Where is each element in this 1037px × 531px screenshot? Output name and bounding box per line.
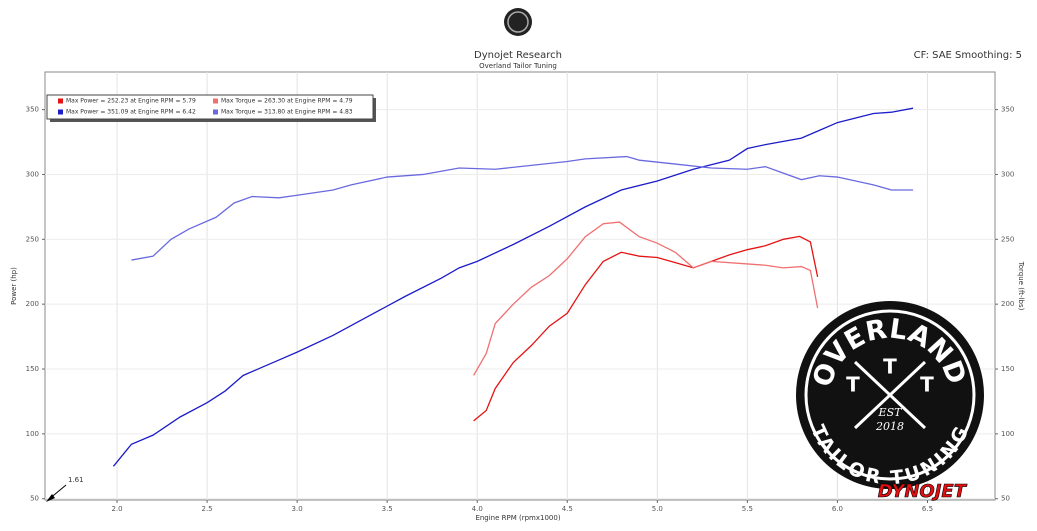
y2-tick-label: 200 bbox=[1001, 300, 1014, 308]
legend-swatch bbox=[58, 109, 63, 115]
y2-tick-label: 150 bbox=[1001, 365, 1014, 373]
x-tick-label: 3.0 bbox=[292, 505, 303, 513]
series-line bbox=[112, 107, 914, 467]
x-tick-label: 4.5 bbox=[562, 505, 573, 513]
legend-swatch bbox=[58, 98, 63, 104]
badge-year: 2018 bbox=[875, 420, 904, 433]
x-tick-label: 5.0 bbox=[652, 505, 663, 513]
series-line bbox=[473, 235, 819, 422]
x-axis-label: Engine RPM (rpmx1000) bbox=[475, 514, 560, 522]
y2-tick-label: 100 bbox=[1001, 430, 1014, 438]
x-tick-label: 3.5 bbox=[382, 505, 393, 513]
y-tick-label: 50 bbox=[30, 495, 39, 503]
y2-axis-label: Torque (ft-lbs) bbox=[1017, 261, 1025, 311]
series-line bbox=[131, 155, 914, 261]
x-tick-label: 5.5 bbox=[742, 505, 753, 513]
legend-entry: Max Torque = 313.80 at Engine RPM = 4.83 bbox=[221, 109, 353, 116]
y2-tick-label: 250 bbox=[1001, 235, 1014, 243]
legend-swatch bbox=[213, 109, 218, 115]
x-tick-label: 2.5 bbox=[202, 505, 213, 513]
y-tick-label: 100 bbox=[26, 430, 39, 438]
legend-entry: Max Torque = 263.30 at Engine RPM = 4.79 bbox=[221, 98, 353, 105]
x-tick-label: 4.0 bbox=[472, 505, 483, 513]
badge-letter: T bbox=[920, 373, 934, 397]
corner-note: CF: SAE Smoothing: 5 bbox=[914, 50, 1022, 61]
y-tick-label: 200 bbox=[26, 300, 39, 308]
badge-est: EST bbox=[878, 406, 904, 419]
x-tick-label: 6.5 bbox=[922, 505, 933, 513]
y-tick-label: 150 bbox=[26, 365, 39, 373]
chart-subtitle: Overland Tailor Tuning bbox=[479, 62, 557, 70]
legend: Max Power = 252.23 at Engine RPM = 5.79 M… bbox=[46, 94, 376, 122]
y-tick-label: 350 bbox=[26, 106, 39, 114]
legend-entry: Max Power = 252.23 at Engine RPM = 5.79 bbox=[66, 98, 196, 105]
y-tick-label: 250 bbox=[26, 235, 39, 243]
chart-title: Dynojet Research bbox=[474, 50, 562, 61]
legend-entry: Max Power = 351.09 at Engine RPM = 6.42 bbox=[66, 109, 196, 116]
y-tick-label: 300 bbox=[26, 170, 39, 178]
x-tick-label: 2.0 bbox=[111, 505, 122, 513]
badge: OVERLAND TAILOR TUNING T T T EST 2018 bbox=[796, 301, 984, 489]
start-label: 1.61 bbox=[68, 476, 84, 484]
top-emblem bbox=[504, 8, 532, 36]
y2-tick-label: 300 bbox=[1001, 170, 1014, 178]
start-marker: 1.61 bbox=[46, 476, 84, 502]
legend-swatch bbox=[213, 98, 218, 104]
series-line bbox=[473, 221, 819, 376]
lines bbox=[112, 107, 914, 467]
y2-tick-label: 50 bbox=[1001, 495, 1010, 503]
maker-logo: DYNOJET bbox=[878, 481, 968, 502]
badge-letter: T bbox=[883, 355, 897, 379]
y2-tick-label: 350 bbox=[1001, 106, 1014, 114]
x-tick-label: 6.0 bbox=[832, 505, 843, 513]
badge-letter: T bbox=[846, 373, 860, 397]
y-axis-label: Power (hp) bbox=[10, 267, 18, 305]
